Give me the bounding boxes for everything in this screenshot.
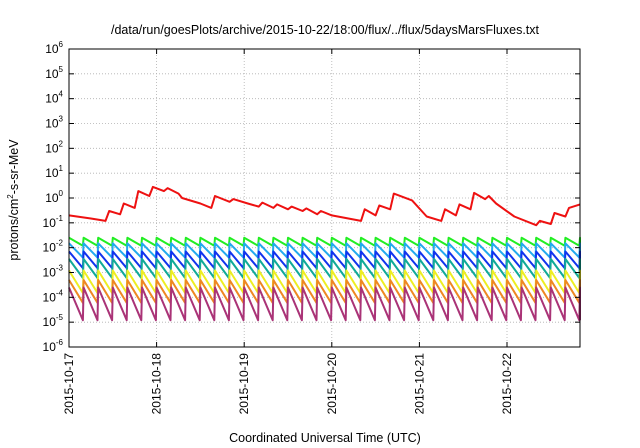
y-tick-label: 10-6 [43, 338, 64, 354]
y-axis-title-base: protons/cm [7, 199, 21, 261]
y-axis: 10-6 10-5 10-4 10-3 10-2 10-1 100 101 102 103 104 1… [43, 40, 580, 354]
series-line-7 [68, 286, 581, 322]
x-tick-label: 2015-10-17 [62, 353, 76, 415]
series-group [68, 185, 581, 322]
x-tick-label: 2015-10-21 [412, 353, 426, 415]
y-axis-title-sup: 2 [6, 194, 15, 199]
grid [69, 49, 580, 347]
y-tick-label: 101 [45, 164, 63, 180]
y-tick-label: 106 [45, 40, 63, 56]
x-tick-label: 2015-10-20 [325, 353, 339, 415]
y-axis-title-rest: -s-sr-MeV [7, 139, 21, 195]
y-tick-label: 100 [45, 189, 63, 205]
series-line-0 [68, 185, 581, 227]
y-tick-label: 105 [45, 65, 63, 81]
x-tick-label: 2015-10-19 [237, 353, 251, 415]
y-tick-label: 10-1 [43, 214, 64, 230]
x-tick-label: 2015-10-18 [150, 353, 164, 415]
y-tick-label: 10-4 [43, 288, 64, 304]
series-line-1 [68, 236, 581, 247]
x-axis-title: Coordinated Universal Time (UTC) [229, 431, 421, 445]
chart-title: /data/run/goesPlots/archive/2015-10-22/1… [111, 23, 540, 37]
y-tick-label: 10-3 [43, 264, 64, 280]
y-tick-label: 102 [45, 139, 63, 155]
x-axis: 2015-10-17 2015-10-18 2015-10-19 2015-10-20… [62, 49, 514, 414]
y-tick-label: 104 [45, 90, 63, 106]
y-axis-title: protons/cm2-s-sr-MeV [6, 139, 21, 261]
y-tick-label: 10-2 [43, 239, 64, 255]
x-tick-label: 2015-10-22 [500, 353, 514, 415]
y-tick-label: 10-5 [43, 313, 64, 329]
y-tick-label: 103 [45, 115, 63, 131]
